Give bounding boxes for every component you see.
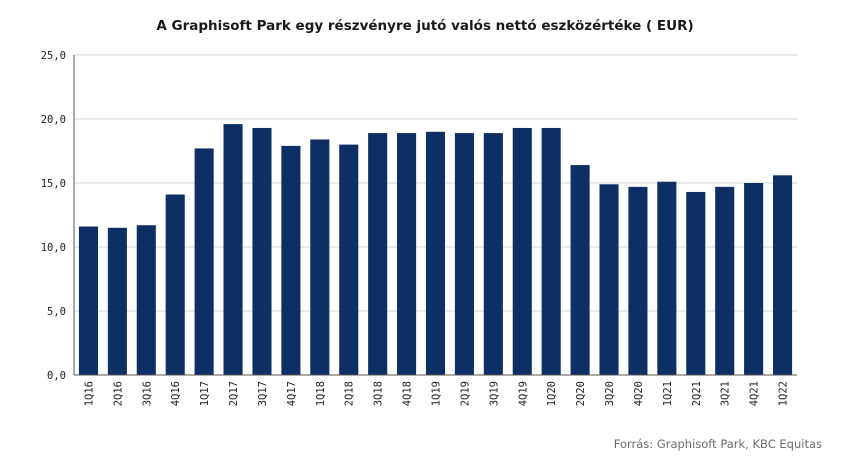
bar-1Q21 xyxy=(657,181,677,375)
y-tick-label: 20,0 xyxy=(41,114,66,126)
bar-1Q18 xyxy=(310,139,330,375)
x-tick-label: 1Q21 xyxy=(662,381,674,406)
bar-1Q17 xyxy=(194,148,214,375)
bar-1Q16 xyxy=(78,226,99,375)
y-tick-label: 15,0 xyxy=(41,178,66,190)
bar-3Q17 xyxy=(252,127,272,376)
x-tick-label: 4Q21 xyxy=(749,381,761,406)
bar-4Q21 xyxy=(744,183,764,375)
y-tick-labels: 0,0 5,0 10,0 15,0 20,0 25,0 xyxy=(41,50,66,382)
y-tick-label: 10,0 xyxy=(41,242,66,254)
x-tick-label: 1Q17 xyxy=(199,381,211,406)
x-tick-label: 2Q18 xyxy=(344,381,356,406)
x-tick-label: 1Q20 xyxy=(546,381,558,406)
bar-3Q18 xyxy=(368,133,388,375)
bar-3Q20 xyxy=(599,184,619,375)
bar-4Q19 xyxy=(512,127,532,376)
x-tick-label: 4Q20 xyxy=(633,381,645,406)
bar-4Q20 xyxy=(628,186,648,375)
x-tick-label: 3Q19 xyxy=(488,381,500,406)
bar-1Q20 xyxy=(541,127,561,376)
x-tick-label: 1Q19 xyxy=(431,381,443,406)
chart-title: A Graphisoft Park egy részvényre jutó va… xyxy=(156,18,694,34)
x-tick-label: 3Q17 xyxy=(257,381,269,406)
bar-2Q17 xyxy=(223,124,243,376)
bar-4Q16 xyxy=(165,194,185,375)
bar-2Q19 xyxy=(454,133,474,375)
bar-3Q16 xyxy=(136,225,156,375)
x-tick-label: 1Q16 xyxy=(83,381,95,406)
x-tick-labels: 1Q16 2Q16 3Q16 4Q16 1Q17 2Q17 3Q17 4Q17 1Q18 2Q18… xyxy=(83,381,789,406)
bar-3Q19 xyxy=(483,133,503,375)
bars xyxy=(78,124,793,376)
source-note: Forrás: Graphisoft Park, KBC Equitas xyxy=(613,437,822,451)
x-tick-label: 2Q20 xyxy=(575,381,587,406)
bar-2Q18 xyxy=(339,144,359,375)
x-tick-label: 2Q17 xyxy=(228,381,240,406)
x-tick-label: 4Q16 xyxy=(170,381,182,406)
bar-2Q16 xyxy=(107,227,127,375)
bar-4Q18 xyxy=(397,133,417,375)
x-tick-label: 1Q18 xyxy=(315,381,327,406)
y-tick-label: 5,0 xyxy=(47,306,66,318)
x-tick-label: 3Q16 xyxy=(141,381,153,406)
bar-1Q22 xyxy=(772,175,793,375)
x-tick-label: 2Q19 xyxy=(459,381,471,406)
bar-1Q19 xyxy=(425,131,446,375)
bar-3Q21 xyxy=(715,186,735,375)
y-tick-label: 0,0 xyxy=(47,370,66,382)
x-tick-label: 4Q17 xyxy=(286,381,298,406)
bar-2Q21 xyxy=(686,191,706,375)
axes xyxy=(73,55,797,376)
y-tick-label: 25,0 xyxy=(41,50,66,62)
x-tick-label: 4Q18 xyxy=(402,381,414,406)
x-tick-label: 3Q21 xyxy=(720,381,732,406)
x-tick-label: 3Q18 xyxy=(373,381,385,406)
bar-2Q20 xyxy=(570,165,590,375)
x-tick-label: 4Q19 xyxy=(517,381,529,406)
x-tick-label: 3Q20 xyxy=(604,381,616,406)
x-tick-label: 2Q16 xyxy=(112,381,124,406)
x-tick-label: 2Q21 xyxy=(691,381,703,406)
bar-4Q17 xyxy=(281,145,301,375)
x-tick-label: 1Q22 xyxy=(778,381,790,406)
